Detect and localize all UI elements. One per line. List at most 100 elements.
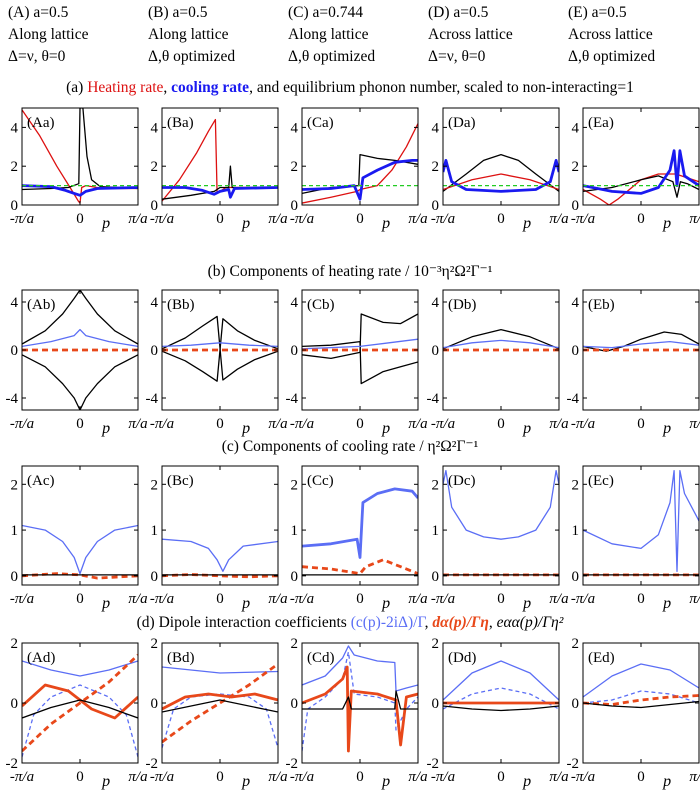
x-axis-label: p <box>381 215 390 232</box>
x-tick-label: π/a <box>268 416 287 432</box>
y-tick-label: -4 <box>146 391 159 407</box>
x-tick-label: -π/a <box>290 769 314 785</box>
column-title: (A) a=0.5 <box>8 4 69 21</box>
y-tick-label: 0 <box>11 343 19 359</box>
y-tick-label: 0 <box>572 569 580 585</box>
section-prefix: (a) <box>66 79 88 96</box>
x-tick-label: π/a <box>268 769 287 785</box>
y-tick-label: 2 <box>11 477 19 493</box>
x-axis-label: p <box>662 420 671 437</box>
y-tick-label: 0 <box>572 696 580 712</box>
column-parameters: Δ=ν, θ=0 <box>8 48 66 65</box>
separator: , <box>488 614 497 631</box>
series-heating <box>302 123 418 204</box>
x-tick-label: π/a <box>268 591 287 607</box>
panel-Bb: -4 0 4 -π/a 0 π/a p (Bb) <box>146 289 288 437</box>
series-cooling <box>162 186 278 199</box>
y-tick-label: 2 <box>11 159 19 175</box>
x-tick-label: π/a <box>549 591 568 607</box>
x-tick-label: 0 <box>356 211 364 227</box>
panel-label: (Ed) <box>588 650 615 666</box>
column-header-d: (D) a=0.5 Across lattice Δ=ν, θ=0 <box>428 2 568 68</box>
x-tick-label: 0 <box>76 211 84 227</box>
y-tick-label: 4 <box>291 120 299 136</box>
series-c-imag <box>583 690 699 704</box>
y-tick-label: -2 <box>427 756 440 772</box>
panel-Ab: -4 0 4 -π/a 0 π/a p (Ab) <box>6 289 148 437</box>
series-c-imag <box>22 684 138 758</box>
x-tick-label: -π/a <box>10 416 34 432</box>
y-tick-label: -2 <box>146 756 159 772</box>
panel-Db: -4 0 4 -π/a 0 π/a p (Db) <box>427 289 569 437</box>
c-term-label: (c(p)-2iΔ)/Γ <box>350 614 425 631</box>
panel-label: (Dc) <box>448 473 475 489</box>
x-tick-label: 0 <box>216 769 224 785</box>
d-term-label: dα(p)/Γη <box>432 614 489 631</box>
x-axis-label: p <box>101 595 110 612</box>
series-comp <box>302 558 418 575</box>
panel-label: (Ad) <box>27 650 55 666</box>
series-c <box>302 338 418 350</box>
series-b <box>443 339 559 349</box>
series-total <box>443 469 559 540</box>
series-phonon <box>162 165 278 200</box>
separator: , <box>424 614 433 631</box>
x-tick-label: 0 <box>76 591 84 607</box>
series-cooling <box>22 184 138 197</box>
column-orientation: Along lattice <box>8 26 89 43</box>
y-tick-label: 1 <box>11 523 19 539</box>
section-title-b: (b) Components of heating rate / 10⁻³η²Ω… <box>0 262 700 281</box>
series-total <box>162 538 278 572</box>
y-tick-label: -4 <box>567 391 580 407</box>
y-tick-label: 2 <box>572 159 580 175</box>
x-axis-label: p <box>522 773 531 790</box>
y-tick-label: 0 <box>572 343 580 359</box>
series-phonon <box>583 175 699 198</box>
x-axis-label: p <box>662 595 671 612</box>
panel-label: (Ec) <box>588 473 614 489</box>
y-tick-label: 4 <box>151 295 159 311</box>
panel-label: (Dd) <box>448 650 476 666</box>
column-header-e: (E) a=0.5 Across lattice Δ,θ optimized <box>568 2 700 68</box>
y-tick-label: 0 <box>432 569 440 585</box>
x-tick-label: π/a <box>689 769 700 785</box>
column-orientation: Across lattice <box>568 26 653 43</box>
x-tick-label: -π/a <box>431 769 455 785</box>
section-text: (c) Components of cooling rate / η²Ω²Γ⁻¹ <box>221 438 479 455</box>
column-header-a: (A) a=0.5 Along lattice Δ=ν, θ=0 <box>8 2 148 68</box>
y-tick-label: 4 <box>572 295 580 311</box>
y-tick-label: 2 <box>572 477 580 493</box>
cooling-rate-label: cooling rate <box>171 79 250 96</box>
panel-label: (Eb) <box>588 297 615 313</box>
section-prefix: (d) Dipole interaction coefficients <box>136 614 351 631</box>
x-tick-label: -π/a <box>150 769 174 785</box>
separator: , <box>163 79 172 96</box>
section-rest: , and equilibrium phonon number, scaled … <box>249 79 634 96</box>
column-parameters: Δ,θ optimized <box>148 48 236 65</box>
series-total <box>583 469 699 572</box>
x-tick-label: -π/a <box>571 769 595 785</box>
panel-Ea: 024-π/a0π/ap(Ea) <box>571 107 700 232</box>
x-tick-label: -π/a <box>571 416 595 432</box>
series-e <box>22 699 138 719</box>
x-tick-label: -π/a <box>290 416 314 432</box>
column-title: (E) a=0.5 <box>568 4 627 21</box>
series-heating <box>22 109 138 204</box>
panel-label: (Ab) <box>27 297 55 313</box>
series-phonon <box>443 153 559 192</box>
series-e <box>443 705 559 712</box>
y-tick-label: 2 <box>291 159 299 175</box>
y-tick-label: 2 <box>291 477 299 493</box>
x-axis-label: p <box>381 595 390 612</box>
y-tick-label: 0 <box>151 696 159 712</box>
column-title: (B) a=0.5 <box>148 4 208 21</box>
panel-Cd: -2 0 2 -π/a 0 π/a p (Cd) <box>286 636 428 790</box>
series-total <box>302 487 418 559</box>
panel-Da: 024-π/a 0 π/ap(Da) <box>431 107 569 232</box>
x-tick-label: 0 <box>637 416 645 432</box>
x-axis-label: p <box>522 420 531 437</box>
x-axis-label: p <box>101 215 110 232</box>
x-tick-label: π/a <box>549 416 568 432</box>
series-c-imag <box>302 651 418 752</box>
